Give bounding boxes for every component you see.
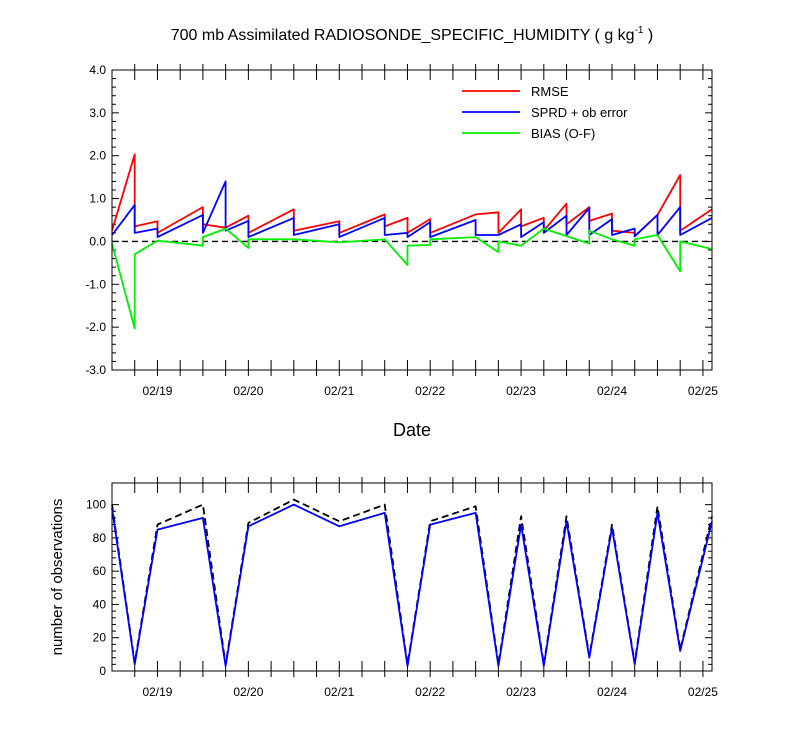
legend-label-bias-o-f: BIAS (O-F) <box>531 126 595 141</box>
bottom-x-tick-labels: 02/19 02/20 02/21 02/22 02/23 02/24 02/25 <box>142 685 718 699</box>
top-x-tick-label: 02/19 <box>142 384 172 398</box>
bottom-y-axis-title: number of observations <box>49 499 66 656</box>
top-x-tick-labels: 02/19 02/20 02/21 02/22 02/23 02/24 02/25 <box>142 384 718 398</box>
top-y-tick-label: -3.0 <box>85 363 106 377</box>
bottom-y-tick-label: 40 <box>93 597 107 611</box>
top-series-sprd-ob-error <box>111 180 713 239</box>
chart-title: 700 mb Assimilated RADIOSONDE_SPECIFIC_H… <box>171 25 654 44</box>
top-x-tick-label: 02/25 <box>688 384 718 398</box>
top-y-tick-label: -1.0 <box>85 277 106 291</box>
chart-title-main: 700 mb Assimilated RADIOSONDE_SPECIFIC_H… <box>171 27 635 44</box>
chart-title-superscript: -1 <box>635 25 644 36</box>
legend-label-rmse: RMSE <box>531 84 569 99</box>
legend: RMSE SPRD + ob error BIAS (O-F) <box>462 84 628 141</box>
top-y-tick-label: 3.0 <box>89 106 106 120</box>
top-series-bias-o-f <box>111 227 713 330</box>
legend-label-sprd-ob-error: SPRD + ob error <box>531 105 628 120</box>
top-y-tick-label: 4.0 <box>89 63 106 77</box>
top-y-tick-label: 2.0 <box>89 149 106 163</box>
bottom-series-solid-1 <box>111 503 713 667</box>
bottom-x-tick-label: 02/19 <box>142 685 172 699</box>
bottom-y-tick-label: 80 <box>93 531 107 545</box>
top-x-tick-label: 02/24 <box>597 384 627 398</box>
bottom-y-tick-label: 20 <box>93 631 107 645</box>
top-x-tick-label: 02/23 <box>506 384 536 398</box>
bottom-x-tick-label: 02/20 <box>233 685 263 699</box>
chart-title-end: ) <box>643 27 653 44</box>
top-x-tick-label: 02/22 <box>415 384 445 398</box>
bottom-x-tick-label: 02/21 <box>324 685 354 699</box>
bottom-y-tick-label: 60 <box>93 564 107 578</box>
top-x-tick-label: 02/21 <box>324 384 354 398</box>
top-plot-frame <box>111 69 713 371</box>
bottom-ticks <box>112 477 712 677</box>
top-series-group <box>111 153 713 330</box>
bottom-y-tick-labels: 0 20 40 60 80 100 <box>86 498 106 678</box>
bottom-series-dashed-0 <box>111 498 713 666</box>
top-y-tick-label: -2.0 <box>85 320 106 334</box>
top-x-axis-title: Date <box>393 420 431 440</box>
bottom-x-tick-label: 02/22 <box>415 685 445 699</box>
top-ticks <box>112 64 712 376</box>
bottom-y-tick-label: 0 <box>99 664 106 678</box>
top-y-tick-label: 0.0 <box>89 234 106 248</box>
top-y-tick-labels: -3.0 -2.0 -1.0 0.0 1.0 2.0 3.0 4.0 <box>85 63 106 377</box>
bottom-x-tick-label: 02/25 <box>688 685 718 699</box>
top-y-tick-label: 1.0 <box>89 192 106 206</box>
top-chart: -3.0-2.0-1.00.01.02.03.04.0 02/19 02/20 02… <box>85 63 718 440</box>
bottom-series-group <box>111 498 713 667</box>
top-x-tick-label: 02/20 <box>233 384 263 398</box>
bottom-plot-frame <box>111 482 713 672</box>
bottom-y-tick-label: 100 <box>86 498 106 512</box>
bottom-x-tick-label: 02/23 <box>506 685 536 699</box>
bottom-x-tick-label: 02/24 <box>597 685 627 699</box>
